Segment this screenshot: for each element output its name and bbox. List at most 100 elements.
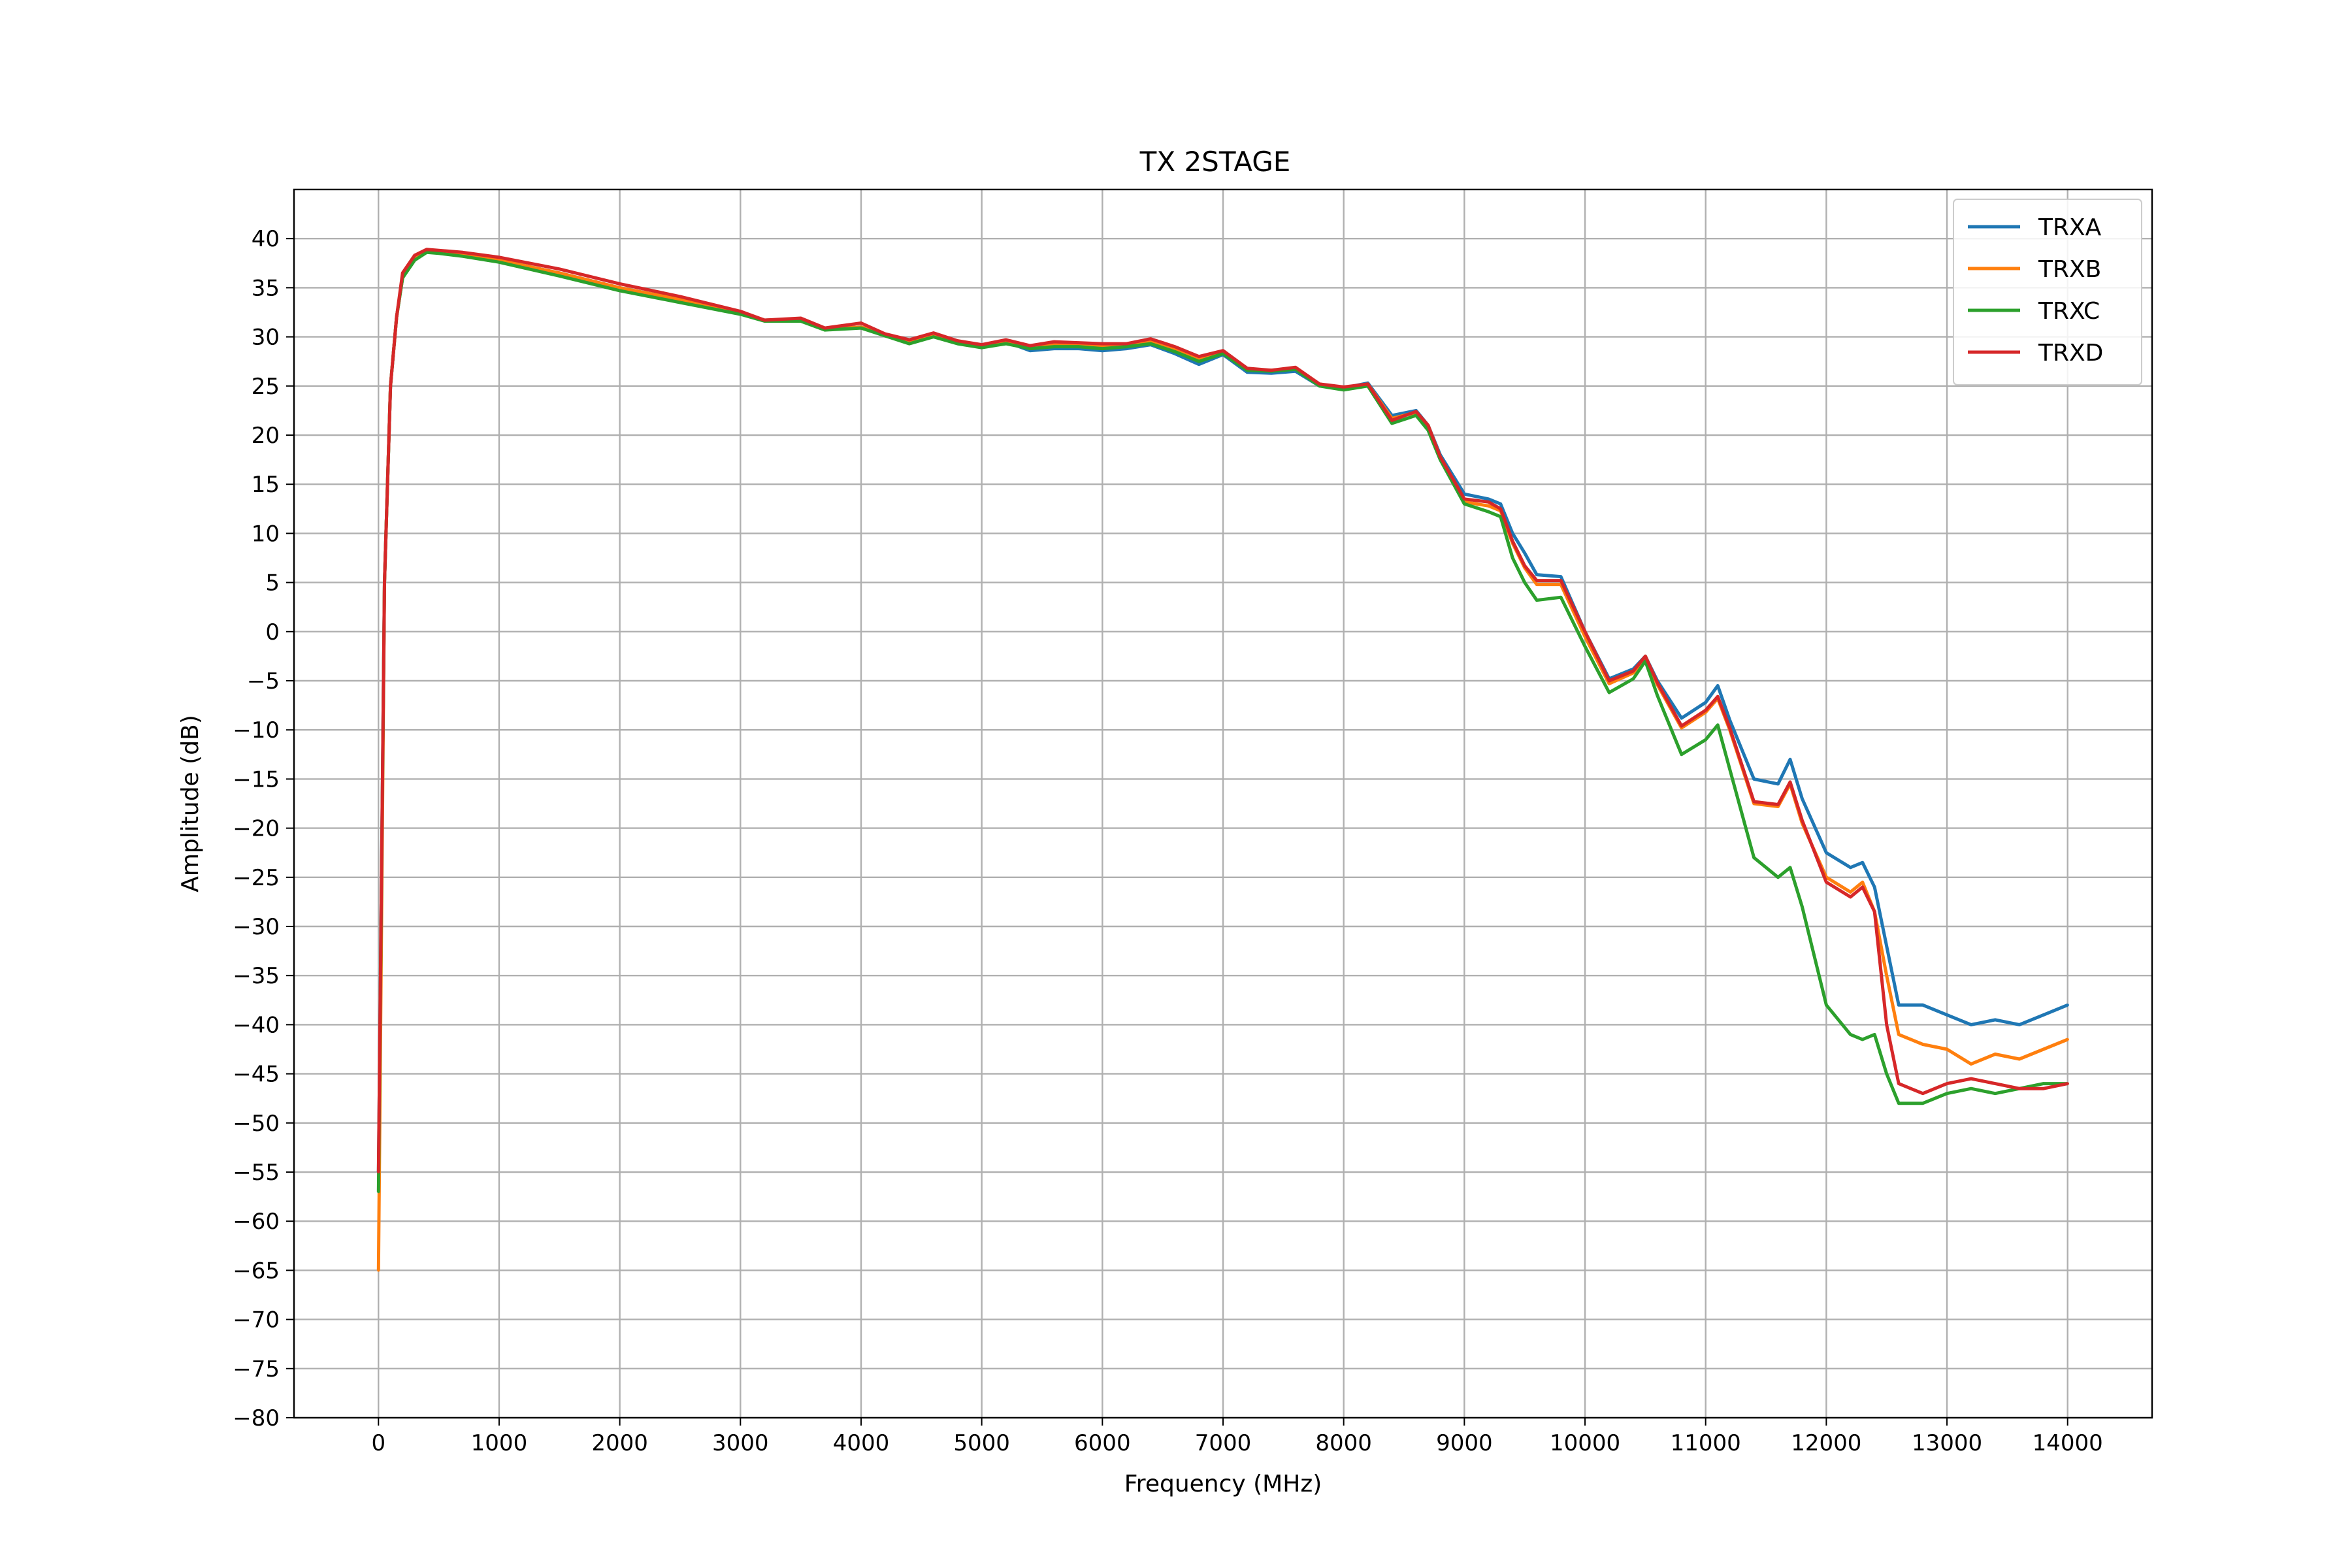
data-point	[1969, 1023, 1973, 1026]
data-point	[1921, 1043, 1925, 1046]
data-point	[1945, 1092, 1949, 1095]
data-point	[1028, 344, 1032, 348]
data-point	[1993, 1053, 1997, 1056]
data-point	[932, 331, 936, 335]
data-point	[1487, 504, 1490, 508]
data-point	[1053, 340, 1056, 344]
y-tick-label: 35	[252, 275, 280, 301]
data-point	[1788, 866, 1792, 870]
x-axis-label: Frequency (MHz)	[1124, 1471, 1322, 1497]
data-point	[1583, 630, 1587, 633]
data-point	[1607, 679, 1611, 683]
data-point	[763, 318, 766, 322]
data-point	[1945, 1047, 1949, 1051]
data-point	[883, 332, 887, 336]
data-point	[461, 251, 465, 254]
data-point	[425, 251, 429, 254]
data-point	[437, 252, 440, 255]
data-point	[425, 248, 429, 251]
data-point	[1969, 1077, 1973, 1081]
data-point	[1945, 1082, 1949, 1085]
data-point	[1463, 502, 1466, 506]
data-point	[1680, 725, 1683, 728]
data-point	[2066, 1082, 2069, 1085]
legend-label: TRXB	[2038, 256, 2101, 283]
data-point	[1921, 1004, 1925, 1007]
data-point	[1993, 1018, 1997, 1022]
data-point	[1426, 423, 1430, 427]
data-point	[1788, 758, 1792, 761]
data-point	[1873, 910, 1876, 913]
data-point	[1752, 856, 1756, 859]
data-point	[2017, 1023, 2021, 1026]
data-point	[1125, 345, 1128, 348]
data-point	[907, 338, 911, 342]
data-point	[1897, 1033, 1901, 1036]
data-point	[1559, 579, 1563, 582]
data-point	[1535, 583, 1539, 586]
data-point	[1801, 819, 1804, 822]
data-point	[395, 316, 399, 319]
axis-ticks: 0 1000 2000 3000 4000 5000 6000 7000 8000 9000 100…	[233, 226, 2103, 1456]
x-tick-label: 3000	[712, 1430, 769, 1456]
data-point	[859, 321, 863, 325]
data-point	[377, 1269, 380, 1272]
series-trxd	[376, 248, 2069, 1174]
x-tick-label: 6000	[1074, 1430, 1131, 1456]
data-point	[1511, 540, 1514, 543]
x-tick-label: 8000	[1315, 1430, 1372, 1456]
data-point	[1921, 1102, 1925, 1105]
x-tick-label: 1000	[471, 1430, 528, 1456]
data-point	[1342, 388, 1345, 391]
y-tick-label: −5	[247, 668, 280, 694]
y-tick-label: −70	[233, 1307, 280, 1333]
plot-frame	[293, 188, 2153, 1419]
data-point	[980, 343, 983, 346]
data-point	[2042, 1082, 2045, 1085]
data-point	[1499, 507, 1502, 510]
data-point	[1487, 497, 1490, 500]
y-tick-label: −35	[233, 963, 280, 989]
data-point	[1535, 598, 1539, 602]
data-point	[678, 298, 682, 301]
data-point	[401, 271, 404, 274]
data-point	[1788, 780, 1792, 784]
data-point	[413, 253, 416, 257]
data-point	[1704, 700, 1707, 704]
x-tick-label: 0	[371, 1430, 385, 1456]
data-point	[1849, 866, 1852, 870]
data-point	[1680, 753, 1683, 757]
data-point	[1631, 677, 1635, 681]
y-axis-label: Amplitude (dB)	[177, 715, 204, 892]
data-point	[1439, 455, 1442, 459]
data-point	[1101, 342, 1104, 346]
x-tick-label: 7000	[1195, 1430, 1252, 1456]
data-point	[497, 255, 501, 259]
data-point	[799, 316, 802, 320]
data-point	[1776, 803, 1780, 806]
data-point	[1680, 717, 1683, 720]
data-point	[799, 319, 802, 323]
data-point	[1197, 360, 1201, 363]
data-point	[1921, 1092, 1925, 1095]
legend-label: TRXD	[2038, 340, 2103, 367]
data-point	[2066, 1037, 2069, 1041]
data-point	[1583, 645, 1587, 648]
y-tick-label: −75	[233, 1356, 280, 1382]
data-point	[1716, 694, 1720, 698]
data-point	[1716, 723, 1720, 727]
x-tick-label: 10000	[1550, 1430, 1620, 1456]
y-tick-label: 40	[252, 226, 280, 252]
data-point	[1776, 875, 1780, 879]
y-tick-label: −20	[233, 816, 280, 842]
data-point	[1861, 881, 1864, 884]
data-point	[1149, 342, 1152, 346]
data-point	[497, 261, 501, 264]
series-line-trxc	[376, 250, 2068, 1192]
series-line-trxd	[376, 248, 2068, 1173]
data-point	[859, 326, 863, 330]
data-point	[1897, 1082, 1901, 1085]
data-point	[1523, 581, 1526, 584]
legend-frame	[1953, 199, 2142, 385]
data-point	[389, 384, 392, 387]
